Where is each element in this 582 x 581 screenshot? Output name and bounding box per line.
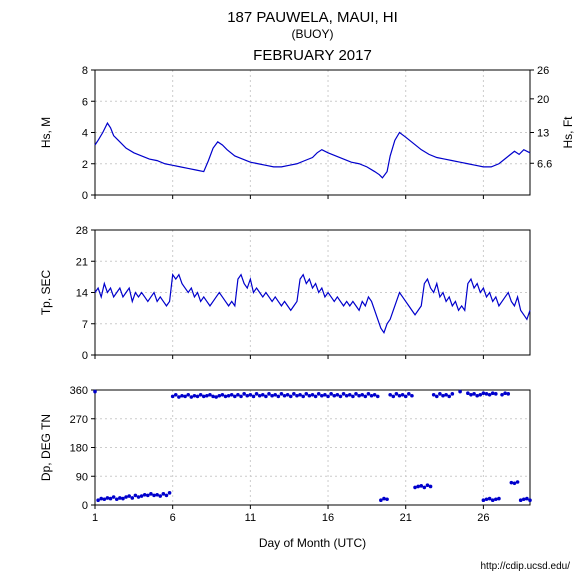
- y-tick-label: 90: [76, 471, 88, 483]
- credit-text: http://cdip.ucsd.edu/: [480, 561, 570, 572]
- station-title: 187 PAUWELA, MAUI, HI: [227, 9, 398, 26]
- x-tick-label: 6: [170, 512, 176, 524]
- y-tick-label: 180: [70, 443, 88, 455]
- month-title: FEBRUARY 2017: [253, 47, 372, 64]
- y-tick-label-right: 20: [537, 94, 549, 106]
- x-tick-label: 16: [322, 512, 334, 524]
- y-tick-label: 4: [82, 128, 88, 140]
- x-tick-label: 11: [245, 512, 256, 524]
- y-tick-label-right: 13: [537, 128, 549, 140]
- x-tick-label: 21: [400, 512, 412, 524]
- y-tick-label: 6: [82, 96, 88, 108]
- y-tick-label: 7: [82, 319, 88, 331]
- y-tick-label: 14: [76, 288, 88, 300]
- y-tick-label: 2: [82, 159, 88, 171]
- y-tick-label: 270: [70, 414, 88, 426]
- hs-series: [95, 123, 530, 178]
- y-axis-label: Tp, SEC: [39, 270, 53, 316]
- dp-series: [93, 390, 532, 502]
- x-tick-label: 1: [92, 512, 98, 524]
- x-tick-label: 26: [477, 512, 489, 524]
- y-tick-label: 0: [82, 500, 88, 512]
- y-tick-label: 8: [82, 65, 88, 77]
- y-axis-label: Dp, DEG TN: [39, 414, 53, 481]
- y-tick-label: 0: [82, 350, 88, 362]
- x-axis-label: Day of Month (UTC): [259, 536, 366, 550]
- y-tick-label: 21: [76, 256, 88, 268]
- y-tick-label-right: 6.6: [537, 158, 552, 170]
- y-tick-label: 360: [70, 385, 88, 397]
- y-axis-label: Hs, M: [39, 117, 53, 148]
- y-tick-label: 28: [76, 225, 88, 237]
- y-tick-label-right: 26: [537, 65, 549, 77]
- station-subtitle: (BUOY): [292, 27, 334, 41]
- buoy-chart: 187 PAUWELA, MAUI, HI(BUOY) FEBRUARY 2017…: [0, 0, 582, 581]
- y-axis-label-right: Hs, Ft: [561, 116, 575, 149]
- y-tick-label: 0: [82, 190, 88, 202]
